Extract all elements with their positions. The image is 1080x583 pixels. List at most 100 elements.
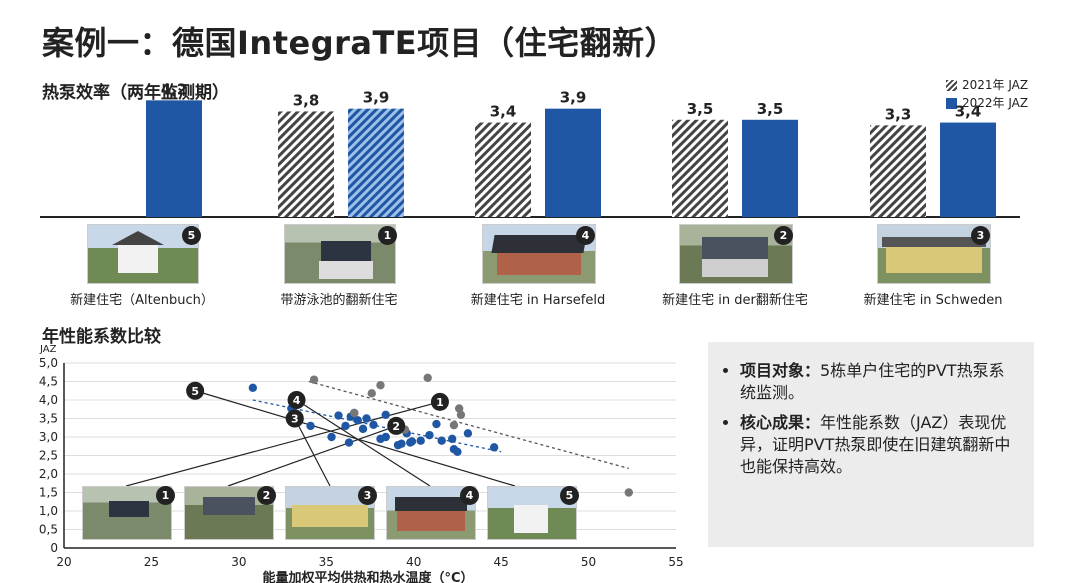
bar-label-2022-1: 3,9 [363, 89, 390, 107]
x-axis-label: 能量加权平均供热和热水温度（°C） [262, 570, 473, 583]
bar-label-2022-3: 3,5 [757, 100, 784, 118]
y-tick-label: 0,5 [39, 523, 58, 537]
scatter-point-blue [248, 383, 258, 392]
scatter-point-blue [406, 438, 415, 447]
scatter-point-blue [358, 424, 368, 434]
bar-2022-3 [742, 119, 798, 217]
info-item-result: 核心成果：年性能系数（JAZ）表现优异，证明PVT热泵即使在旧建筑翻新中也能保持… [740, 412, 1018, 478]
scatter-point-blue [447, 434, 457, 444]
scatter-point-blue [432, 419, 441, 429]
house-badge-2: 4 [576, 226, 595, 245]
scatter-photo-4 [386, 486, 476, 540]
scatter-point-gray [454, 404, 464, 413]
house-caption-3: 新建住宅 in der翻新住宅 [662, 293, 808, 308]
scatter-point-blue [369, 420, 378, 429]
house-photo-altenbuch [87, 224, 199, 284]
annotation-label-1: 1 [436, 396, 444, 409]
bar-2021-3 [672, 119, 728, 217]
scatter-point-blue [353, 416, 362, 425]
house-caption-1: 带游泳池的翻新住宅 [280, 293, 398, 308]
legend-blue-swatch [946, 97, 957, 109]
legend-2021: 2021年 JAZ [962, 78, 1029, 92]
info-text-object: 5栋单户住宅的PVT热泵系统监测。 [740, 361, 1005, 402]
annotation-badge-3 [285, 409, 304, 428]
y-tick-label: 2,5 [39, 449, 58, 463]
bar-label-2021-1: 3,8 [293, 91, 320, 109]
scatter-photo-1 [82, 486, 172, 540]
scatter-badge-5: 5 [560, 486, 579, 505]
house-badge-0: 5 [182, 226, 201, 245]
house-photo-pool [284, 224, 396, 284]
scatter-point-gray [624, 488, 633, 497]
house-caption-4: 新建住宅 in Schweden [863, 293, 1003, 308]
leader-line-1 [125, 401, 441, 487]
scatter-point-blue [327, 432, 336, 442]
y-tick-label: 2,0 [39, 467, 58, 481]
scatter-point-blue [453, 447, 462, 456]
scatter-point-blue [381, 432, 390, 442]
bar-2021-4 [870, 125, 926, 217]
leader-line-2 [227, 425, 397, 487]
house-badge-1: 1 [378, 226, 397, 245]
scatter-point-blue [341, 421, 350, 431]
info-text-result: 年性能系数（JAZ）表现优异，证明PVT热泵即使在旧建筑翻新中也能保持高效。 [740, 413, 1011, 476]
y-tick-label: 5,0 [39, 356, 58, 370]
scatter-point-blue [437, 436, 446, 445]
x-tick-label: 55 [668, 555, 683, 569]
scatter-point-gray [449, 420, 459, 430]
x-tick-label: 20 [56, 555, 71, 569]
scatter-badge-4: 4 [460, 486, 479, 505]
info-box: 项目对象：5栋单户住宅的PVT热泵系统监测。 核心成果：年性能系数（JAZ）表现… [708, 342, 1034, 547]
scatter-point-gray [423, 373, 432, 382]
annotation-badge-5 [186, 381, 205, 400]
bar-2021-1 [278, 111, 334, 217]
scatter-point-gray [456, 410, 466, 419]
bar-label-2021-3: 3,5 [687, 100, 714, 118]
bar-label-2022-4: 3,4 [955, 103, 982, 121]
x-tick-label: 50 [581, 555, 596, 569]
bar-2022-1 [348, 108, 404, 217]
trend-line-gray [308, 380, 629, 470]
bar-2021-2 [475, 122, 531, 217]
house-caption-0: 新建住宅（Altenbuch） [70, 293, 214, 308]
annotation-label-2: 2 [392, 420, 400, 433]
house-badge-3: 2 [774, 226, 793, 245]
scatter-point-blue [397, 439, 406, 448]
legend-hatch-swatch [946, 79, 957, 91]
x-tick-label: 45 [494, 555, 509, 569]
bar-2022-0 [146, 100, 202, 217]
scatter-point-blue [334, 411, 343, 420]
info-label-object: 项目对象： [740, 361, 821, 380]
scatter-point-gray [350, 408, 359, 418]
bar-legend: 2021年 JAZ 2022年 JAZ [946, 76, 1028, 112]
page-title: 案例一：德国IntegraTE项目（住宅翻新） [42, 24, 678, 62]
y-tick-label: 4,0 [39, 393, 58, 407]
house-badge-4: 3 [971, 226, 990, 245]
info-item-object: 项目对象：5栋单户住宅的PVT热泵系统监测。 [740, 360, 1018, 404]
x-tick-label: 35 [319, 555, 334, 569]
scatter-point-gray [367, 389, 376, 398]
annotation-label-5: 5 [191, 385, 199, 398]
bar-2022-2 [545, 108, 601, 217]
annotation-badge-4 [287, 391, 306, 409]
y-tick-label: 1,0 [39, 504, 58, 518]
scatter-badge-3: 3 [358, 486, 377, 505]
scatter-section-title: 年性能系数比较 [42, 327, 161, 347]
bar-label-2022-0: 4,2 [161, 80, 188, 98]
scatter-point-gray [376, 381, 385, 390]
y-tick-label: 3,5 [39, 412, 58, 426]
bar-label-2021-2: 3,4 [490, 103, 517, 121]
scatter-point-blue [381, 410, 390, 419]
annotation-badge-2 [387, 416, 406, 435]
x-tick-label: 25 [144, 555, 159, 569]
scatter-point-blue [416, 436, 425, 445]
scatter-point-blue [306, 421, 315, 431]
bar-label-2022-2: 3,9 [560, 89, 587, 107]
scatter-point-blue [344, 438, 354, 447]
scatter-point-blue [425, 430, 434, 440]
scatter-badge-1: 1 [156, 486, 175, 505]
y-axis-label: JAZ [39, 344, 57, 355]
scatter-point-blue [463, 429, 473, 438]
